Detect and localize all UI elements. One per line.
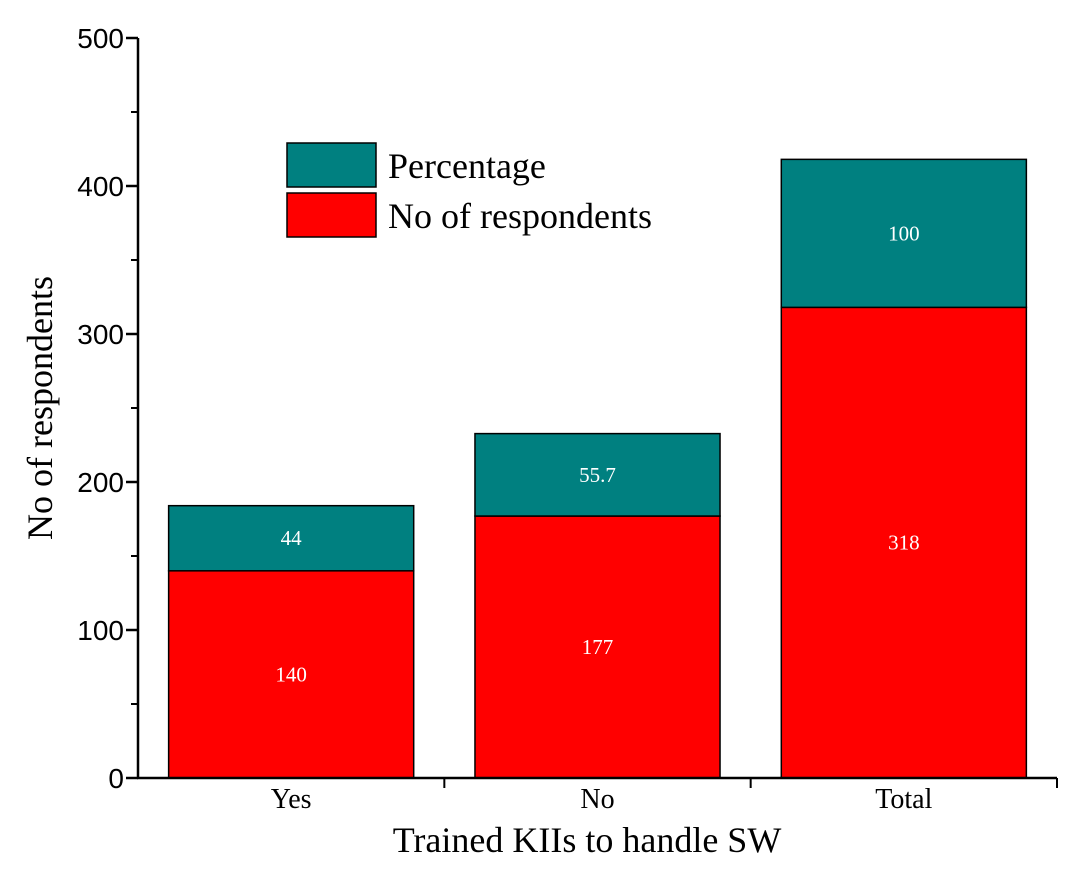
y-tick-label-500: 500	[77, 23, 124, 54]
legend-label-percentage: Percentage	[388, 146, 546, 186]
data-labels-layer: 140 44 177 55.7 318 100	[275, 221, 919, 686]
data-label-no-percentage: 55.7	[579, 463, 616, 487]
bar-total-percentage	[780, 158, 1028, 309]
bar-no-percentage	[474, 432, 721, 517]
data-label-total-percentage: 100	[888, 221, 920, 245]
legend-swatch-respondents	[286, 192, 377, 238]
ticks-layer: 0 100 200 300 400 500 Yes No Total	[77, 23, 1058, 815]
x-axis-title: Trained KIIs to handle SW	[393, 820, 782, 860]
legend-label-respondents: No of respondents	[388, 196, 652, 236]
bar-total-no-of-respondents	[780, 306, 1028, 779]
bar-yes-percentage	[167, 504, 415, 572]
legend-swatch-percentage	[286, 142, 377, 188]
data-label-yes-percentage: 44	[281, 526, 303, 550]
x-tick-label-no: No	[580, 784, 614, 815]
y-tick-label-200: 200	[77, 467, 124, 498]
x-tick-label-yes: Yes	[271, 784, 312, 815]
legend: Percentage No of respondents	[286, 142, 652, 238]
y-tick-label-0: 0	[108, 763, 124, 794]
x-tick-label-total: Total	[875, 784, 932, 815]
bars-layer	[167, 158, 1028, 779]
data-label-yes-no-of-respondents: 140	[275, 662, 307, 686]
y-tick-label-400: 400	[77, 171, 124, 202]
data-label-total-no-of-respondents: 318	[888, 531, 920, 555]
y-axis-title: No of respondents	[20, 276, 60, 540]
data-label-no-no-of-respondents: 177	[582, 635, 614, 659]
y-tick-label-300: 300	[77, 319, 124, 350]
bar-yes-no-of-respondents	[167, 570, 415, 779]
y-tick-label-100: 100	[77, 615, 124, 646]
